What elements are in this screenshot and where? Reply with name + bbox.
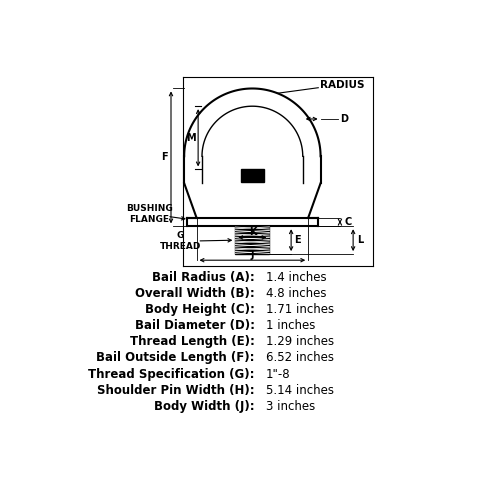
Text: Bail Diameter (D):: Bail Diameter (D): [134,319,254,332]
Text: Overall Width (B):: Overall Width (B): [135,287,254,300]
Text: C: C [344,217,352,227]
Text: Shoulder Pin Width (H):: Shoulder Pin Width (H): [97,384,254,397]
Text: 6.52 inches: 6.52 inches [266,352,334,364]
Text: 1"-8: 1"-8 [266,368,290,380]
Text: E: E [294,235,300,245]
Text: 1.71 inches: 1.71 inches [266,303,334,316]
Bar [241,170,264,181]
Text: Bail Radius (A):: Bail Radius (A): [152,270,254,283]
Text: L: L [357,235,363,245]
Text: G
THREAD: G THREAD [160,231,201,251]
Bar [236,226,270,254]
Text: F: F [160,152,168,162]
Text: Thread Length (E):: Thread Length (E): [130,336,254,348]
Text: Body Height (C):: Body Height (C): [145,303,254,316]
Text: 3 inches: 3 inches [266,400,315,413]
Text: 4.8 inches: 4.8 inches [266,287,326,300]
Text: K: K [248,227,256,237]
Text: M: M [186,133,196,143]
Text: 1 inches: 1 inches [266,319,315,332]
Text: RADIUS: RADIUS [320,80,364,90]
Text: J: J [250,250,254,260]
Text: D: D [340,114,348,124]
Text: Body Width (J):: Body Width (J): [154,400,254,413]
Text: 5.14 inches: 5.14 inches [266,384,334,397]
Text: BUSHING
FLANGE: BUSHING FLANGE [126,204,172,224]
Text: 1.4 inches: 1.4 inches [266,270,326,283]
Text: 1.29 inches: 1.29 inches [266,336,334,348]
Text: Bail Outside Length (F):: Bail Outside Length (F): [96,352,254,364]
Text: Thread Specification (G):: Thread Specification (G): [88,368,254,380]
